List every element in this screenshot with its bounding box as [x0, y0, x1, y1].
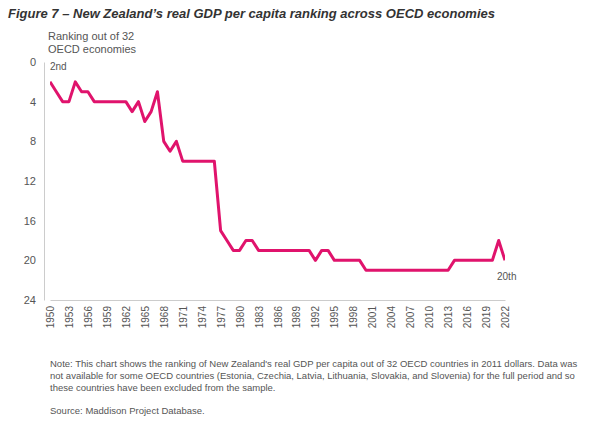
- x-tick: 1974: [197, 300, 208, 328]
- annotation: 2nd: [50, 61, 67, 72]
- x-tick-label: 2007: [405, 306, 416, 329]
- y-tick-label: 16: [24, 215, 36, 227]
- x-tick: 2013: [443, 300, 454, 328]
- x-tick-label: 1992: [310, 306, 321, 329]
- y-tick-label: 8: [30, 135, 36, 147]
- x-tick-label: 1983: [254, 306, 265, 329]
- y-tick: 16: [24, 215, 44, 227]
- x-tick-label: 1962: [121, 306, 132, 329]
- x-tick: 1956: [83, 300, 94, 328]
- annotation: 20th: [497, 271, 516, 282]
- x-tick: 1953: [64, 300, 75, 328]
- x-tick: 1992: [310, 300, 321, 328]
- y-axis-title: Ranking out of 32 OECD economies: [48, 30, 158, 56]
- x-tick-label: 1989: [291, 306, 302, 329]
- y-tick-label: 24: [24, 294, 36, 306]
- x-tick: 2016: [462, 300, 473, 328]
- x-axis-line: [51, 300, 506, 301]
- x-tick-label: 1956: [83, 306, 94, 329]
- note: Note: This chart shows the ranking of Ne…: [50, 358, 590, 394]
- x-tick: 2010: [424, 300, 435, 328]
- x-tick: 2004: [386, 300, 397, 328]
- x-tick: 1980: [235, 300, 246, 328]
- y-tick-label: 4: [30, 96, 36, 108]
- x-tick-label: 1986: [273, 306, 284, 329]
- x-tick: 2007: [405, 300, 416, 328]
- x-tick-label: 1968: [159, 306, 170, 329]
- x-tick-label: 2010: [424, 306, 435, 329]
- chart-container: Figure 7 – New Zealand’s real GDP per ca…: [0, 0, 602, 430]
- x-tick: 2001: [367, 300, 378, 328]
- x-tick: 1962: [121, 300, 132, 328]
- y-tick: 12: [24, 175, 44, 187]
- x-tick-label: 1959: [102, 306, 113, 329]
- x-tick: 1989: [291, 300, 302, 328]
- x-tick-label: 1998: [348, 306, 359, 329]
- x-tick-label: 2019: [481, 306, 492, 329]
- x-tick: 1971: [178, 300, 189, 328]
- y-tick-label: 0: [30, 56, 36, 68]
- x-tick-label: 1971: [178, 306, 189, 329]
- x-tick: 1965: [140, 300, 151, 328]
- y-axis-line: [44, 63, 45, 301]
- line-series: [50, 82, 505, 270]
- x-tick-label: 1974: [197, 306, 208, 329]
- x-tick-label: 1980: [235, 306, 246, 329]
- y-tick: 4: [30, 96, 44, 108]
- x-tick-label: 1950: [45, 306, 56, 329]
- x-tick: 1998: [348, 300, 359, 328]
- x-tick: 1950: [45, 300, 56, 328]
- y-tick: 24: [24, 294, 44, 306]
- y-tick: 0: [30, 56, 44, 68]
- x-tick: 1977: [216, 300, 227, 328]
- x-tick-label: 2022: [500, 306, 511, 329]
- y-tick: 20: [24, 254, 44, 266]
- x-tick: 2022: [500, 300, 511, 328]
- y-tick-label: 20: [24, 254, 36, 266]
- x-tick: 1983: [254, 300, 265, 328]
- y-tick: 8: [30, 135, 44, 147]
- x-axis: 1950 1953 1956 1959 1962 1965 1968 1971 1974 1977…: [45, 300, 511, 328]
- x-tick: 1995: [329, 300, 340, 328]
- x-tick-label: 2013: [443, 306, 454, 329]
- plot-area: [50, 82, 505, 270]
- y-axis: 0 4 8 12 16 20 24: [24, 56, 45, 306]
- x-tick-label: 1953: [64, 306, 75, 329]
- source: Source: Maddison Project Database.: [50, 405, 205, 416]
- x-tick-label: 2016: [462, 306, 473, 329]
- x-tick: 1968: [159, 300, 170, 328]
- y-tick-label: 12: [24, 175, 36, 187]
- x-tick: 1986: [273, 300, 284, 328]
- x-tick: 2019: [481, 300, 492, 328]
- x-tick-label: 2001: [367, 306, 378, 329]
- x-tick-label: 1965: [140, 306, 151, 329]
- x-tick-label: 2004: [386, 306, 397, 329]
- x-tick-label: 1995: [329, 306, 340, 329]
- chart-title: Figure 7 – New Zealand’s real GDP per ca…: [8, 6, 495, 21]
- x-tick-label: 1977: [216, 306, 227, 329]
- x-tick: 1959: [102, 300, 113, 328]
